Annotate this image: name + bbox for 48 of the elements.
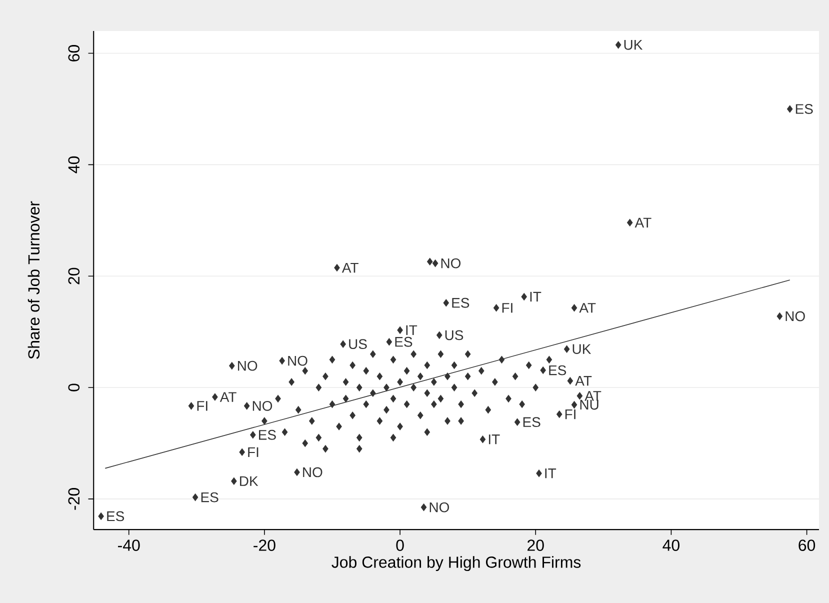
- annotation: ES: [549, 365, 566, 376]
- annotation: NO: [252, 400, 272, 411]
- annotation: FI: [565, 409, 576, 420]
- annotation: ES: [523, 417, 540, 428]
- annotation: IT: [488, 434, 500, 444]
- annotation: FI: [248, 447, 258, 457]
- x-axis-title: Job Creation by High Growth Firms: [332, 556, 581, 572]
- annotation: UK: [624, 40, 643, 50]
- y-tick-label: 40: [68, 156, 80, 174]
- x-tick-label: -40: [118, 540, 140, 551]
- annotation: NO: [288, 356, 308, 366]
- annotation: ES: [259, 430, 276, 440]
- annotation: FI: [197, 401, 208, 411]
- annotation: IT: [406, 325, 418, 335]
- x-tick-label: 20: [528, 540, 544, 551]
- annotation: DK: [240, 476, 258, 486]
- annotation: NU: [580, 400, 598, 410]
- annotation: AT: [575, 376, 592, 386]
- annotation: IT: [530, 292, 542, 302]
- x-tick-label: -20: [254, 540, 276, 551]
- annotation: AT: [584, 391, 602, 401]
- y-axis-title: Share of Job Turnover: [28, 201, 40, 359]
- annotation: UK: [572, 344, 592, 354]
- y-tick-label: 60: [68, 45, 80, 62]
- annotation: ES: [107, 511, 124, 522]
- annotation: ES: [395, 336, 412, 347]
- annotation: US: [349, 339, 367, 350]
- annotation: ES: [796, 104, 813, 114]
- annotation: AT: [220, 392, 236, 402]
- annotation: NO: [786, 311, 805, 322]
- annotation: IT: [545, 468, 556, 478]
- annotation: ES: [452, 298, 470, 308]
- annotation: AT: [634, 218, 652, 228]
- y-tick-label: 0: [68, 384, 80, 392]
- annotation: FI: [502, 303, 512, 313]
- annotation: AT: [342, 262, 358, 273]
- annotation: US: [445, 330, 464, 340]
- x-tick-label: 40: [662, 540, 680, 551]
- annotation: ES: [201, 492, 218, 502]
- x-tick-label: 60: [798, 540, 816, 551]
- y-tick-label: 20: [68, 268, 80, 284]
- annotation: NO: [303, 467, 322, 478]
- x-tick-label: 0: [396, 540, 404, 551]
- annotation: AT: [579, 303, 596, 313]
- annotation: NO: [441, 258, 461, 268]
- annotation: NO: [238, 360, 258, 371]
- y-tick-label: -20: [68, 488, 80, 510]
- annotation: NO: [430, 502, 450, 512]
